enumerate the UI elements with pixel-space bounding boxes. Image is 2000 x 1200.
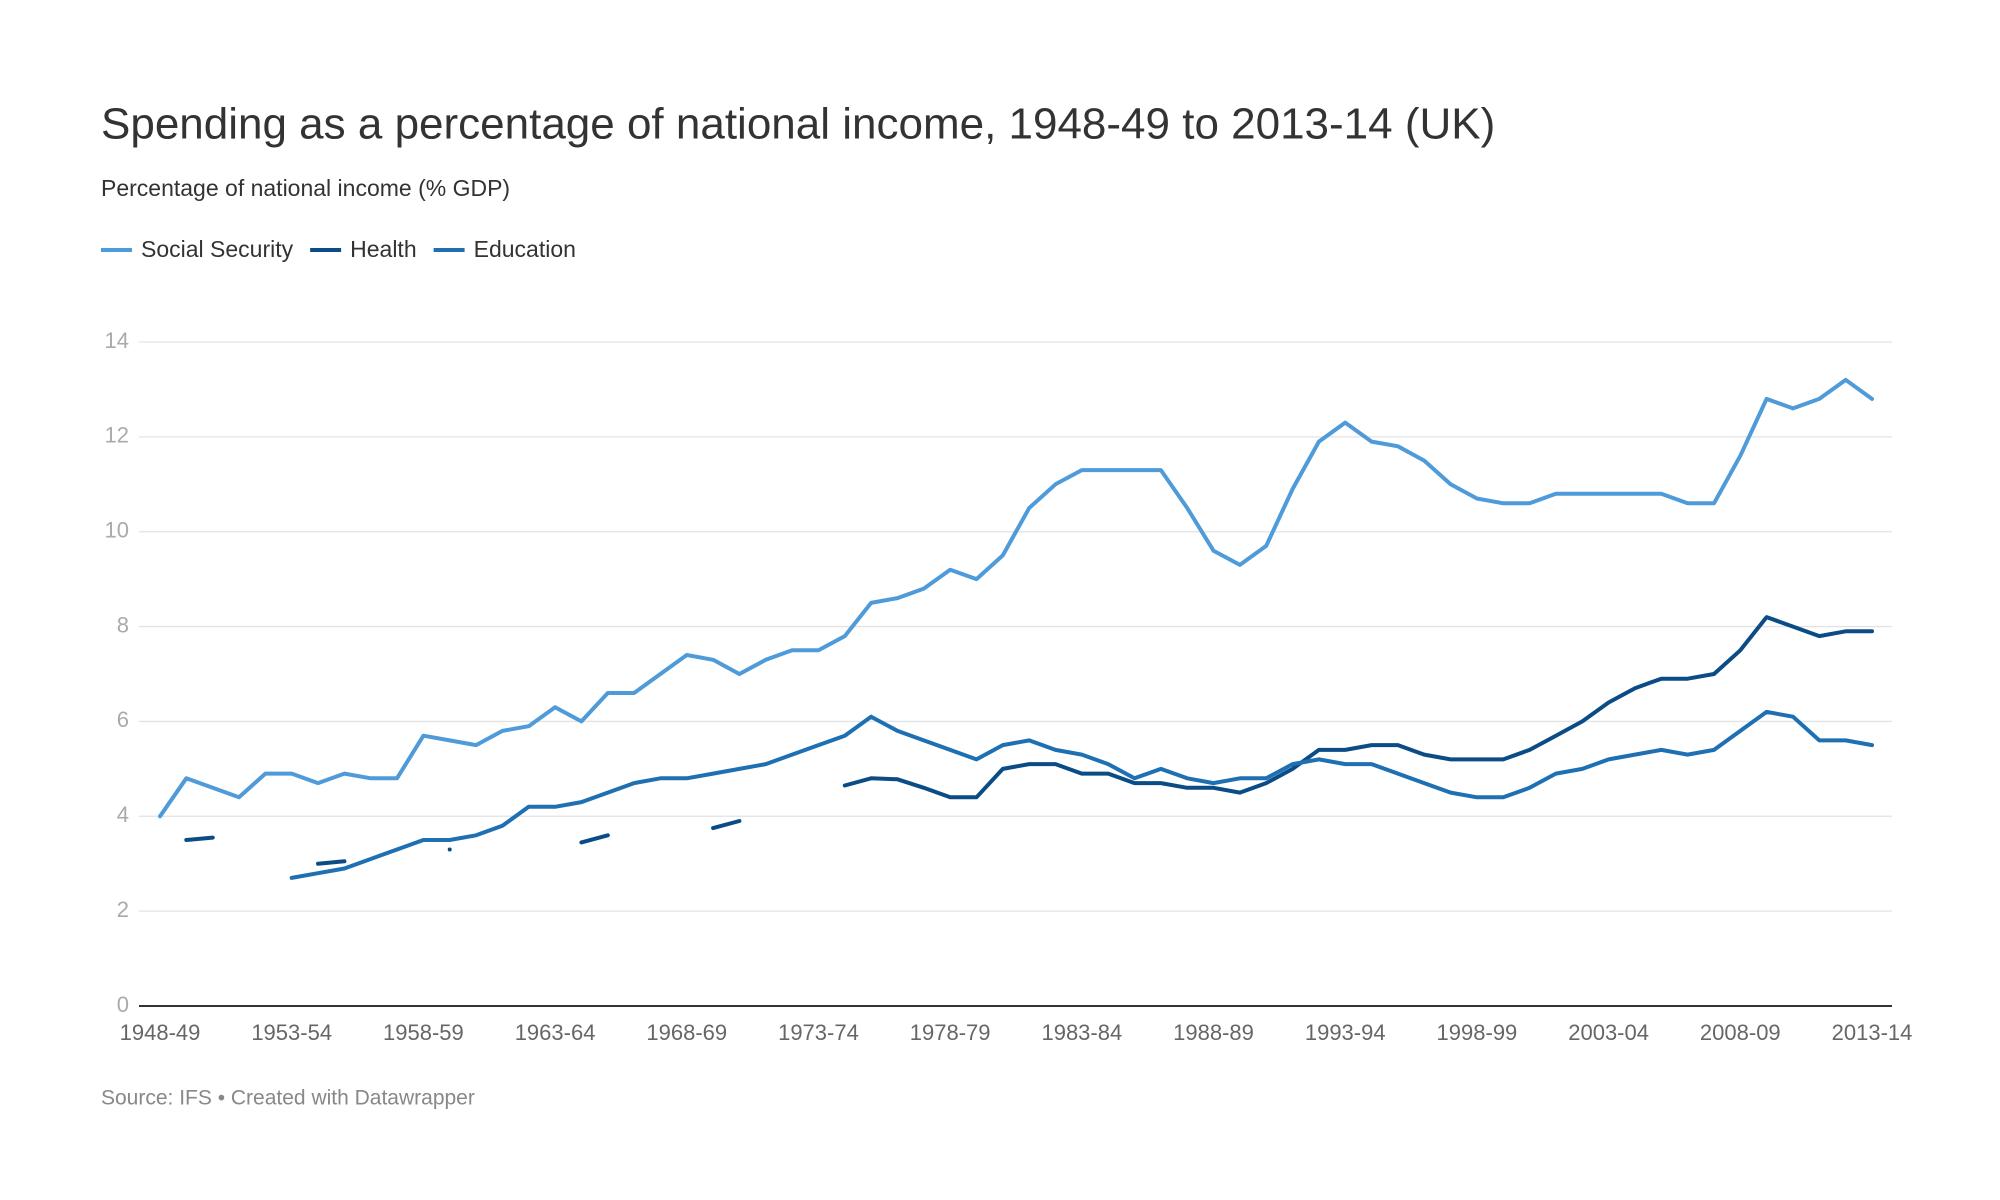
x-tick-label: 1963-64 [515,1020,596,1045]
y-tick-label: 6 [117,707,129,732]
legend-label: Health [350,236,416,262]
y-tick-label: 14 [105,328,129,353]
chart-title: Spending as a percentage of national inc… [101,100,1495,149]
y-tick-label: 10 [105,518,129,543]
x-tick-label: 1993-94 [1305,1020,1386,1045]
data-line [289,709,1874,880]
x-tick-label: 1973-74 [778,1020,859,1045]
source-note: Source: IFS • Created with Datawrapper [101,1087,475,1110]
x-tick-label: 1968-69 [646,1020,727,1045]
data-line [158,377,1874,819]
x-tick-label: 1983-84 [1041,1020,1122,1045]
x-tick-label: 1988-89 [1173,1020,1254,1045]
x-tick-label: 1958-59 [383,1020,464,1045]
y-tick-label: 12 [105,423,129,448]
y-tick-label: 8 [117,612,129,637]
y-tick-label: 2 [117,897,129,922]
x-tick-label: 2008-09 [1700,1020,1781,1045]
chart-subtitle: Percentage of national income (% GDP) [101,175,510,201]
x-tick-label: 1948-49 [120,1020,201,1045]
y-tick-label: 0 [117,992,129,1017]
x-tick-label: 1998-99 [1437,1020,1518,1045]
x-tick-label: 1953-54 [251,1020,332,1045]
data-line [184,615,1874,866]
x-tick-label: 2003-04 [1568,1020,1649,1045]
x-tick-label: 1978-79 [910,1020,991,1045]
legend-label: Education [474,236,576,262]
x-tick-label: 2013-14 [1832,1020,1913,1045]
legend-label: Social Security [141,236,294,262]
y-tick-label: 4 [117,802,129,827]
